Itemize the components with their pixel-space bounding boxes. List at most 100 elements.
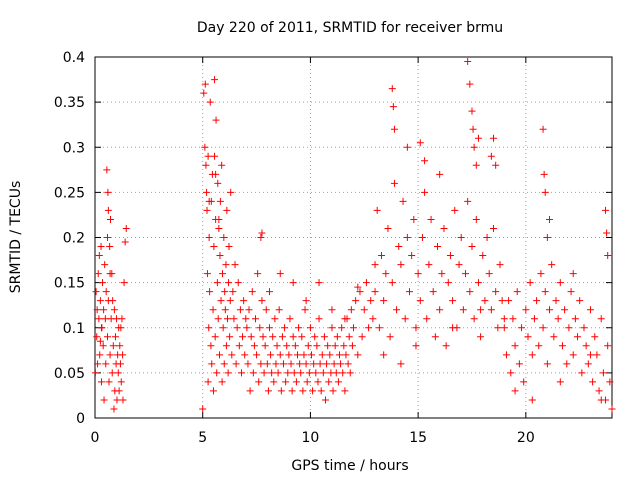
data-point bbox=[546, 306, 554, 314]
data-point bbox=[462, 270, 470, 278]
data-point bbox=[574, 333, 582, 341]
data-point bbox=[107, 215, 115, 223]
data-point bbox=[329, 387, 337, 395]
data-point bbox=[287, 360, 295, 368]
data-point bbox=[110, 405, 118, 413]
data-point bbox=[277, 387, 285, 395]
data-point bbox=[297, 369, 305, 377]
data-point bbox=[269, 333, 277, 341]
data-point bbox=[104, 188, 112, 196]
data-point bbox=[485, 270, 493, 278]
data-point bbox=[524, 333, 532, 341]
data-point bbox=[105, 378, 113, 386]
data-point bbox=[251, 315, 259, 323]
data-point bbox=[332, 369, 340, 377]
data-point bbox=[257, 360, 265, 368]
data-point bbox=[421, 188, 429, 196]
data-point bbox=[520, 378, 528, 386]
data-point bbox=[341, 315, 349, 323]
data-point bbox=[459, 306, 467, 314]
data-point bbox=[213, 369, 221, 377]
data-point bbox=[115, 387, 123, 395]
data-point bbox=[474, 134, 482, 142]
data-point bbox=[118, 315, 126, 323]
data-point bbox=[116, 360, 124, 368]
chart-title: Day 220 of 2011, SRMTID for receiver brm… bbox=[197, 20, 503, 36]
data-point bbox=[278, 333, 286, 341]
data-point bbox=[548, 261, 556, 269]
x-tick-label: 20 bbox=[517, 430, 535, 446]
data-point bbox=[284, 369, 292, 377]
data-point bbox=[449, 297, 457, 305]
data-point bbox=[324, 342, 332, 350]
data-point bbox=[223, 315, 231, 323]
data-point bbox=[397, 261, 405, 269]
y-tick-label: 0.3 bbox=[63, 140, 85, 156]
data-point bbox=[227, 188, 235, 196]
data-point bbox=[393, 306, 401, 314]
data-point bbox=[556, 378, 564, 386]
data-point bbox=[436, 170, 444, 178]
data-point bbox=[222, 342, 230, 350]
data-point bbox=[474, 279, 482, 287]
data-point bbox=[206, 288, 214, 296]
data-point bbox=[274, 369, 282, 377]
tick-labels: 0 5 10 15 20 0 0.05 0.1 0.15 0.2 0.25 0.3 0.35 0.4 bbox=[54, 50, 535, 446]
data-point bbox=[200, 89, 208, 97]
data-point bbox=[204, 152, 212, 160]
data-point bbox=[371, 288, 379, 296]
data-point bbox=[313, 342, 321, 350]
data-point bbox=[406, 288, 414, 296]
data-point bbox=[540, 170, 548, 178]
data-point bbox=[264, 387, 272, 395]
data-point bbox=[315, 279, 323, 287]
data-point bbox=[119, 351, 127, 359]
data-point bbox=[106, 243, 114, 251]
data-point bbox=[244, 360, 252, 368]
data-point bbox=[288, 387, 296, 395]
data-point bbox=[354, 351, 362, 359]
data-point bbox=[412, 342, 420, 350]
data-point bbox=[106, 351, 114, 359]
data-point bbox=[228, 351, 236, 359]
data-point bbox=[246, 387, 254, 395]
data-point bbox=[464, 58, 472, 66]
data-point bbox=[262, 306, 270, 314]
data-point bbox=[603, 229, 611, 237]
data-point bbox=[492, 161, 500, 169]
data-point bbox=[204, 378, 212, 386]
data-point bbox=[537, 270, 545, 278]
data-point bbox=[302, 360, 310, 368]
data-point bbox=[205, 234, 213, 241]
data-point bbox=[515, 360, 523, 368]
data-point bbox=[93, 333, 101, 341]
data-point bbox=[477, 333, 485, 341]
data-point bbox=[416, 297, 424, 305]
data-point bbox=[208, 360, 216, 368]
data-point bbox=[113, 396, 121, 404]
data-point bbox=[259, 333, 267, 341]
data-point bbox=[295, 324, 303, 332]
data-point bbox=[451, 206, 459, 214]
data-point bbox=[543, 234, 551, 241]
data-point bbox=[316, 360, 324, 368]
y-tick-label: 0.1 bbox=[63, 321, 85, 337]
data-point bbox=[241, 351, 249, 359]
data-point bbox=[302, 297, 310, 305]
data-point bbox=[218, 378, 226, 386]
y-tick-label: 0.35 bbox=[54, 95, 85, 111]
data-point bbox=[199, 405, 207, 413]
x-tick-label: 0 bbox=[91, 430, 100, 446]
data-point bbox=[554, 315, 562, 323]
data-point bbox=[539, 125, 547, 133]
data-point bbox=[567, 288, 575, 296]
data-point bbox=[219, 324, 227, 332]
data-point bbox=[440, 224, 448, 232]
data-point bbox=[234, 279, 242, 287]
data-point bbox=[102, 360, 110, 368]
data-point bbox=[533, 297, 541, 305]
data-point bbox=[214, 179, 222, 187]
data-point bbox=[119, 396, 127, 404]
